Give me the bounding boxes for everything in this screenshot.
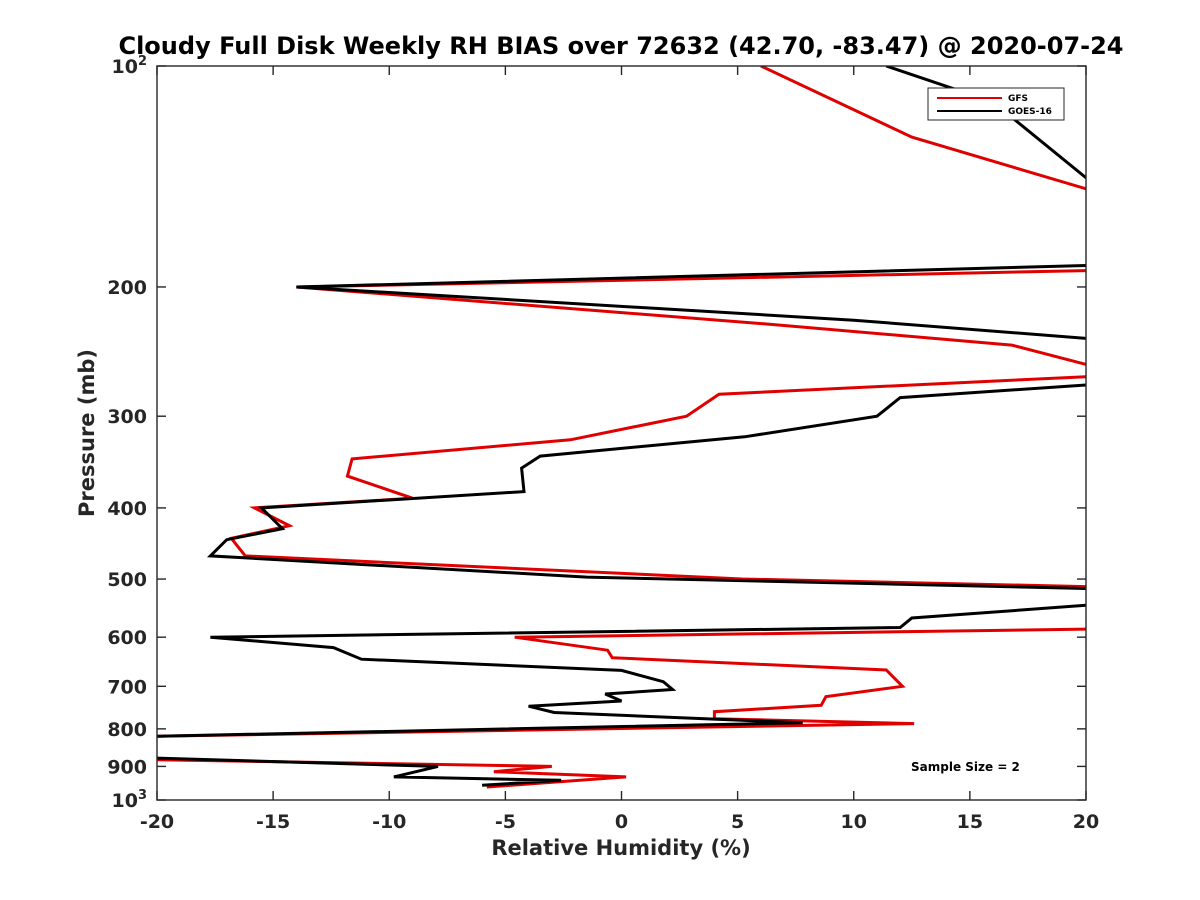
y-tick-label: 300 <box>107 406 147 428</box>
legend: GFS GOES-16 <box>927 87 1065 121</box>
legend-label-goes16: GOES-16 <box>1008 107 1052 117</box>
y-tick-label: 500 <box>107 569 147 591</box>
x-tick-label: 15 <box>957 811 983 833</box>
y-tick-label: 102 <box>112 54 148 78</box>
x-axis: -20 -15 -10 -5 0 5 10 15 20 <box>140 66 1099 833</box>
plot-frame <box>156 65 1087 801</box>
x-tick-label: 10 <box>841 811 867 833</box>
legend-box <box>927 87 1065 121</box>
x-tick-label: -15 <box>256 811 290 833</box>
chart-title: Cloudy Full Disk Weekly RH BIAS over 726… <box>118 32 1123 60</box>
y-tick-label: 600 <box>107 627 147 649</box>
y-tick-label: 900 <box>107 756 147 778</box>
y-tick-label: 103 <box>112 788 148 812</box>
y-tick-label: 700 <box>107 676 147 698</box>
series-layer <box>157 66 1086 789</box>
series-line-gfs <box>157 66 1086 789</box>
series-line-goes16 <box>157 66 1086 787</box>
x-tick-label: 20 <box>1073 811 1099 833</box>
x-tick-label: -10 <box>372 811 406 833</box>
x-tick-label: -5 <box>495 811 516 833</box>
y-tick-label: 800 <box>107 719 147 741</box>
legend-label-gfs: GFS <box>1008 94 1028 104</box>
y-axis: 102 200 300 400 500 600 700 800 900 103 <box>107 54 1086 812</box>
x-tick-label: -20 <box>140 811 174 833</box>
y-tick-label: 200 <box>107 277 147 299</box>
x-tick-label: 5 <box>731 811 744 833</box>
sample-size-annotation: Sample Size = 2 <box>911 760 1020 774</box>
y-tick-label: 400 <box>107 498 147 520</box>
x-tick-label: 0 <box>615 811 628 833</box>
y-axis-label: Pressure (mb) <box>75 349 99 517</box>
x-axis-label: Relative Humidity (%) <box>491 836 750 860</box>
